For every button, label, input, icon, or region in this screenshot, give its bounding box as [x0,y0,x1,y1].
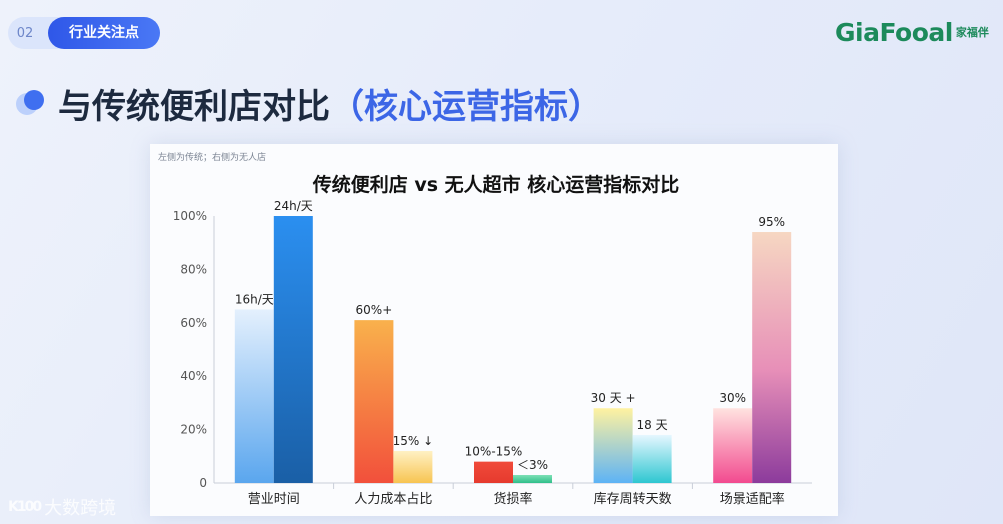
page-title-paren: （核心运营指标） [330,87,602,127]
page-title-main: 与传统便利店对比 [58,87,330,127]
logo-subtext: 家福伴 [955,26,989,39]
section-label: 行业关注点 [48,17,160,49]
chart-card [150,144,838,516]
chart-note: 左侧为传统；右侧为无人店 [158,153,267,163]
logo-text: GiaFooal [835,17,953,47]
watermark: K100 大数跨境 [8,494,116,520]
watermark-text: 大数跨境 [44,498,117,519]
brand-logo: GiaFooal 家福伴 [835,14,989,50]
section-number: 02 [16,25,34,41]
section-badge: 02 行业关注点 [8,17,160,49]
watermark-logo-icon: K100 [8,499,42,515]
title-bullet-icon [16,90,44,115]
page-title: 与传统便利店对比（核心运营指标） [58,79,602,128]
